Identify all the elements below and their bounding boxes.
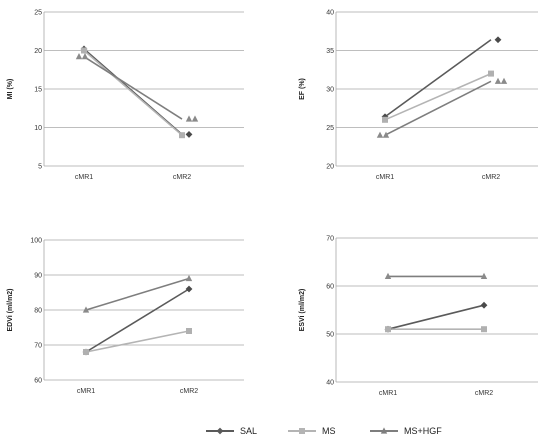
chart-panel-4: 40 50 60 70 cMR1 cMR2 ESVi (ml/m2) bbox=[299, 236, 538, 397]
data-point-ms-hgf bbox=[75, 53, 83, 60]
x-tick-label: cMR1 bbox=[376, 174, 394, 181]
legend-label: SAL bbox=[240, 426, 257, 436]
y-tick-label: 25 bbox=[326, 125, 334, 132]
series-line-ms bbox=[83, 49, 183, 136]
data-point-ms-hgf bbox=[494, 77, 502, 84]
y-tick-label: 35 bbox=[326, 48, 334, 55]
y-tick-label: 10 bbox=[34, 125, 42, 132]
y-tick-label: 30 bbox=[326, 87, 334, 94]
x-tick-label: cMR1 bbox=[379, 390, 397, 397]
series-line-ms bbox=[384, 72, 492, 121]
x-tick-label: cMR1 bbox=[77, 388, 95, 395]
legend-label: MS+HGF bbox=[404, 426, 442, 436]
legend-marker-square bbox=[299, 428, 305, 434]
data-point-ms bbox=[179, 132, 185, 139]
data-point-ms bbox=[488, 70, 494, 77]
y-tick-label: 15 bbox=[34, 87, 42, 94]
data-point-ms bbox=[481, 326, 487, 333]
data-point-ms-hgf bbox=[82, 306, 90, 313]
data-point-ms-hgf bbox=[191, 115, 199, 122]
chart-panel-3: 60 70 80 90 100 cMR1 cMR2 EDVi (ml/m2) bbox=[7, 238, 244, 395]
data-point-ms bbox=[81, 47, 87, 54]
y-tick-label: 80 bbox=[34, 308, 42, 315]
data-point-ms-hgf bbox=[185, 115, 193, 122]
data-point-ms-hgf bbox=[384, 272, 392, 279]
y-tick-label: 25 bbox=[34, 10, 42, 17]
chart-panel-2: 20 25 30 35 40 cMR1 cMR2 EF (%) bbox=[299, 10, 538, 181]
series-line-sal bbox=[384, 39, 492, 118]
data-point-ms-hgf bbox=[185, 274, 193, 282]
data-point-sal bbox=[185, 285, 193, 293]
series-line-sal bbox=[387, 304, 485, 330]
x-tick-label: cMR2 bbox=[475, 390, 493, 397]
data-point-ms bbox=[385, 326, 391, 333]
series-line-sal bbox=[85, 288, 190, 353]
y-tick-label: 70 bbox=[326, 236, 334, 243]
y-tick-label: 100 bbox=[30, 238, 42, 245]
x-tick-label: cMR2 bbox=[173, 174, 191, 181]
y-tick-label: 20 bbox=[326, 164, 334, 171]
series-line-ms-hgf bbox=[83, 55, 183, 120]
legend-marker-diamond bbox=[216, 427, 224, 435]
y-tick-label: 50 bbox=[326, 332, 334, 339]
y-tick-label: 70 bbox=[34, 343, 42, 350]
y-axis-label: ESVi (ml/m2) bbox=[299, 289, 306, 332]
chart-panel-1: 5 10 15 20 25 cMR1 cMR2 MI (%) bbox=[7, 10, 244, 181]
y-tick-label: 20 bbox=[34, 48, 42, 55]
y-axis-label: EDVi (ml/m2) bbox=[7, 288, 14, 331]
data-point-ms-hgf bbox=[376, 131, 384, 138]
data-point-ms-hgf bbox=[480, 272, 488, 279]
y-tick-label: 90 bbox=[34, 273, 42, 280]
x-tick-label: cMR2 bbox=[180, 388, 198, 395]
y-axis-label: EF (%) bbox=[299, 78, 306, 100]
y-tick-label: 40 bbox=[326, 380, 334, 387]
legend-label: MS bbox=[322, 426, 336, 436]
x-tick-label: cMR1 bbox=[75, 174, 93, 181]
legend: SAL MS MS+HGF bbox=[206, 426, 442, 436]
y-tick-label: 60 bbox=[326, 284, 334, 291]
series-line-ms bbox=[85, 330, 190, 353]
x-tick-label: cMR2 bbox=[482, 174, 500, 181]
data-point-ms bbox=[186, 328, 192, 334]
y-tick-label: 60 bbox=[34, 378, 42, 385]
data-point-ms bbox=[382, 116, 388, 123]
series-line-ms-hgf bbox=[384, 80, 492, 136]
data-point-sal bbox=[494, 36, 502, 44]
data-point-sal bbox=[480, 301, 488, 309]
data-point-ms-hgf bbox=[81, 53, 89, 60]
y-tick-label: 5 bbox=[38, 164, 42, 171]
data-point-ms bbox=[83, 349, 89, 355]
y-tick-label: 40 bbox=[326, 10, 334, 17]
data-point-sal bbox=[185, 131, 193, 138]
data-point-ms-hgf bbox=[382, 131, 390, 138]
y-axis-label: MI (%) bbox=[7, 79, 14, 100]
data-point-ms-hgf bbox=[500, 77, 508, 84]
legend-marker-triangle bbox=[380, 427, 388, 434]
data-point-sal bbox=[381, 113, 389, 121]
series-line-ms-hgf bbox=[85, 277, 190, 311]
